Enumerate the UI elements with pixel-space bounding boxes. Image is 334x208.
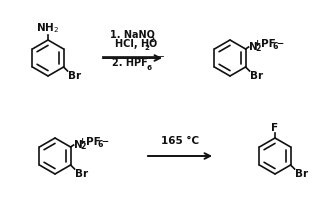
Text: N: N: [248, 42, 257, 52]
Text: 6: 6: [98, 140, 103, 149]
Text: O: O: [149, 39, 157, 49]
Text: 165 °C: 165 °C: [161, 136, 199, 146]
Text: Br: Br: [249, 71, 263, 81]
Text: −: −: [102, 136, 109, 146]
Text: +: +: [78, 136, 86, 146]
Text: Br: Br: [295, 169, 308, 179]
Text: PF: PF: [261, 39, 275, 49]
Text: N: N: [73, 140, 82, 150]
Text: 2. HPF: 2. HPF: [112, 58, 148, 68]
Text: Br: Br: [74, 169, 88, 179]
Text: 1. NaNO: 1. NaNO: [110, 30, 154, 40]
Text: +: +: [254, 38, 261, 47]
Text: HCl, H: HCl, H: [115, 39, 149, 49]
Text: F: F: [272, 123, 279, 133]
Text: 2: 2: [149, 37, 154, 43]
Text: 2: 2: [144, 46, 149, 52]
Text: 6: 6: [273, 42, 278, 51]
Text: 2: 2: [80, 142, 86, 151]
Text: NH$_2$: NH$_2$: [36, 21, 59, 35]
Text: 2: 2: [255, 44, 261, 53]
Text: PF: PF: [86, 137, 100, 147]
Text: Br: Br: [67, 71, 81, 81]
Text: 6: 6: [147, 65, 152, 71]
Text: −: −: [277, 38, 284, 47]
